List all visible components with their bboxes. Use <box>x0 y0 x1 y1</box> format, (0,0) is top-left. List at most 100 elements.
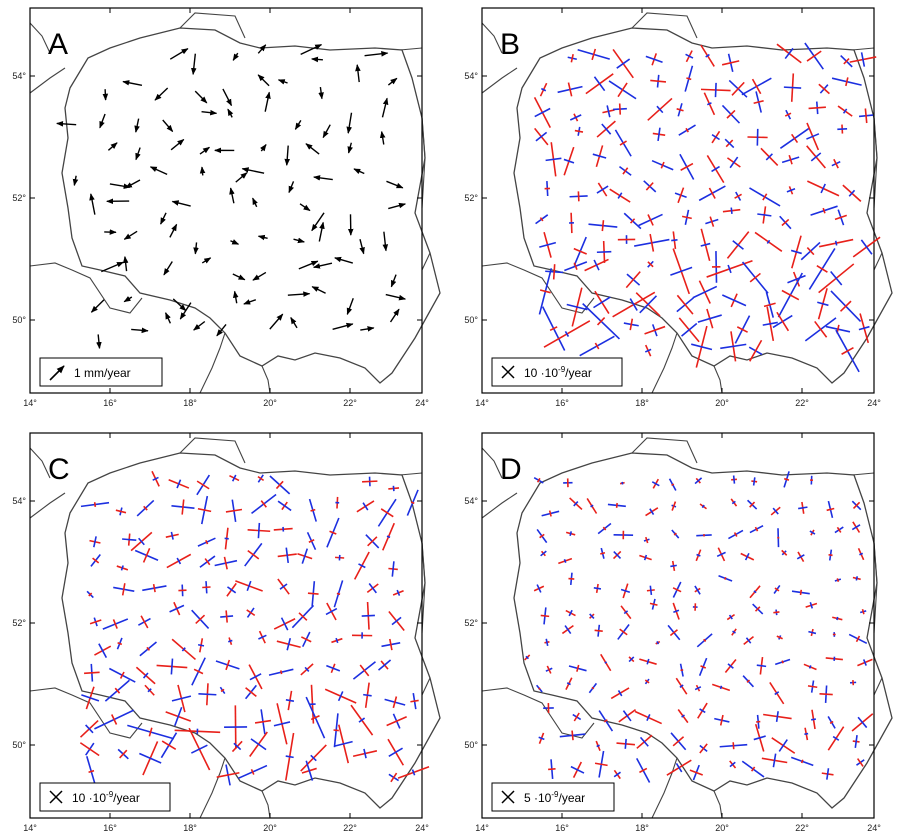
strain-axis <box>590 504 594 508</box>
neighbour-border <box>873 252 883 271</box>
strain-axis <box>121 583 126 596</box>
lon-label: 20° <box>263 398 277 408</box>
strain-axis <box>566 682 571 686</box>
strain-axis <box>258 634 267 640</box>
velocity-arrow <box>193 242 199 255</box>
strain-axis <box>719 685 723 690</box>
strain-axis <box>651 481 660 487</box>
strain-axis <box>593 259 600 271</box>
neighbour-border <box>651 332 678 394</box>
lat-label: 50° <box>464 315 478 325</box>
velocity-arrow <box>318 221 325 242</box>
strain-axis <box>388 747 403 757</box>
strain-axis <box>671 483 675 486</box>
lon-label: 14° <box>475 823 489 833</box>
velocity-arrow <box>123 230 138 240</box>
strain-axis <box>732 742 735 750</box>
neighbour-border <box>29 67 66 94</box>
strain-axis <box>828 553 833 557</box>
strain-axis <box>806 247 815 256</box>
strain-axis <box>616 58 631 69</box>
strain-axis <box>525 655 529 660</box>
strain-axis <box>733 532 738 537</box>
neighbour-border <box>851 47 875 51</box>
strain-axis <box>606 105 611 118</box>
strain-axis <box>396 589 401 596</box>
strain-axis <box>860 239 873 255</box>
lat-label: 54° <box>464 71 478 81</box>
strain-axis <box>280 617 289 631</box>
panel-letter: C <box>48 453 70 486</box>
strain-axis <box>839 300 852 312</box>
map-frame <box>29 7 423 394</box>
strain-axis <box>714 82 717 98</box>
velocity-arrow <box>257 74 270 87</box>
strain-axis <box>753 590 757 594</box>
strain-axis <box>301 548 309 564</box>
legend: 1 mm/year <box>39 357 163 387</box>
strain-axis <box>671 501 677 511</box>
strain-axis <box>245 687 257 698</box>
strain-axis <box>93 536 97 548</box>
velocity-arrow <box>298 260 319 270</box>
strain-axis <box>596 250 612 254</box>
strain-axis <box>593 76 606 92</box>
strain-axis <box>573 262 578 270</box>
strain-axis <box>673 532 677 536</box>
country-border <box>61 452 441 809</box>
strain-axis <box>833 158 839 169</box>
velocity-arrow <box>257 234 268 241</box>
strain-axis <box>836 526 842 533</box>
neighbour-border <box>29 262 143 314</box>
strain-axis <box>858 325 870 331</box>
velocity-arrow <box>199 166 206 176</box>
neighbour-border <box>399 47 423 51</box>
strain-axis <box>307 592 319 595</box>
strain-axis <box>545 638 549 647</box>
strain-axis <box>726 109 736 119</box>
panel-b: 14° 16° 18° 20° 22° 24° 54° 52° 50° B 10 ·10-9/y… <box>464 7 893 408</box>
lon-label: 16° <box>103 398 117 408</box>
strain-axis <box>617 192 623 199</box>
lon-label: 20° <box>715 823 729 833</box>
strain-axis <box>763 302 776 308</box>
strain-axis <box>571 730 574 741</box>
lon-label: 16° <box>555 823 569 833</box>
strain-axis <box>736 326 748 333</box>
strain-axis <box>646 714 651 722</box>
strain-axis <box>596 317 606 326</box>
strain-axis <box>225 508 243 513</box>
strain-axis <box>548 510 552 517</box>
lat-label: 54° <box>12 71 26 81</box>
strain-axis <box>534 107 551 118</box>
strain-axis <box>864 108 868 124</box>
strain-axis <box>410 501 415 505</box>
country-border <box>61 27 441 384</box>
neighbour-border <box>29 447 51 479</box>
strain-axis <box>679 684 684 688</box>
strain-axis <box>692 285 718 299</box>
strain-axis <box>596 744 600 748</box>
velocity-arrow <box>230 239 240 245</box>
strain-axis <box>830 271 843 286</box>
strain-axis <box>310 754 317 762</box>
strain-axis <box>335 637 339 644</box>
strain-axis <box>753 735 766 741</box>
strain-axis <box>549 326 558 332</box>
neighbour-border <box>421 117 426 209</box>
legend-label: 5 ·10-9/year <box>524 790 585 805</box>
strain-axis <box>564 330 570 337</box>
strain-axis <box>657 127 661 142</box>
velocity-arrow <box>101 261 124 273</box>
strain-axis <box>836 578 840 582</box>
strain-axis <box>852 501 861 510</box>
strain-axis <box>538 736 545 741</box>
strain-axis <box>594 629 603 632</box>
strain-axis <box>822 207 826 214</box>
velocity-field <box>56 43 406 350</box>
strain-axis <box>334 740 353 747</box>
panel-letter: D <box>500 453 522 486</box>
strain-axis <box>861 608 865 615</box>
lat-label: 50° <box>464 740 478 750</box>
velocity-arrow <box>334 256 353 264</box>
